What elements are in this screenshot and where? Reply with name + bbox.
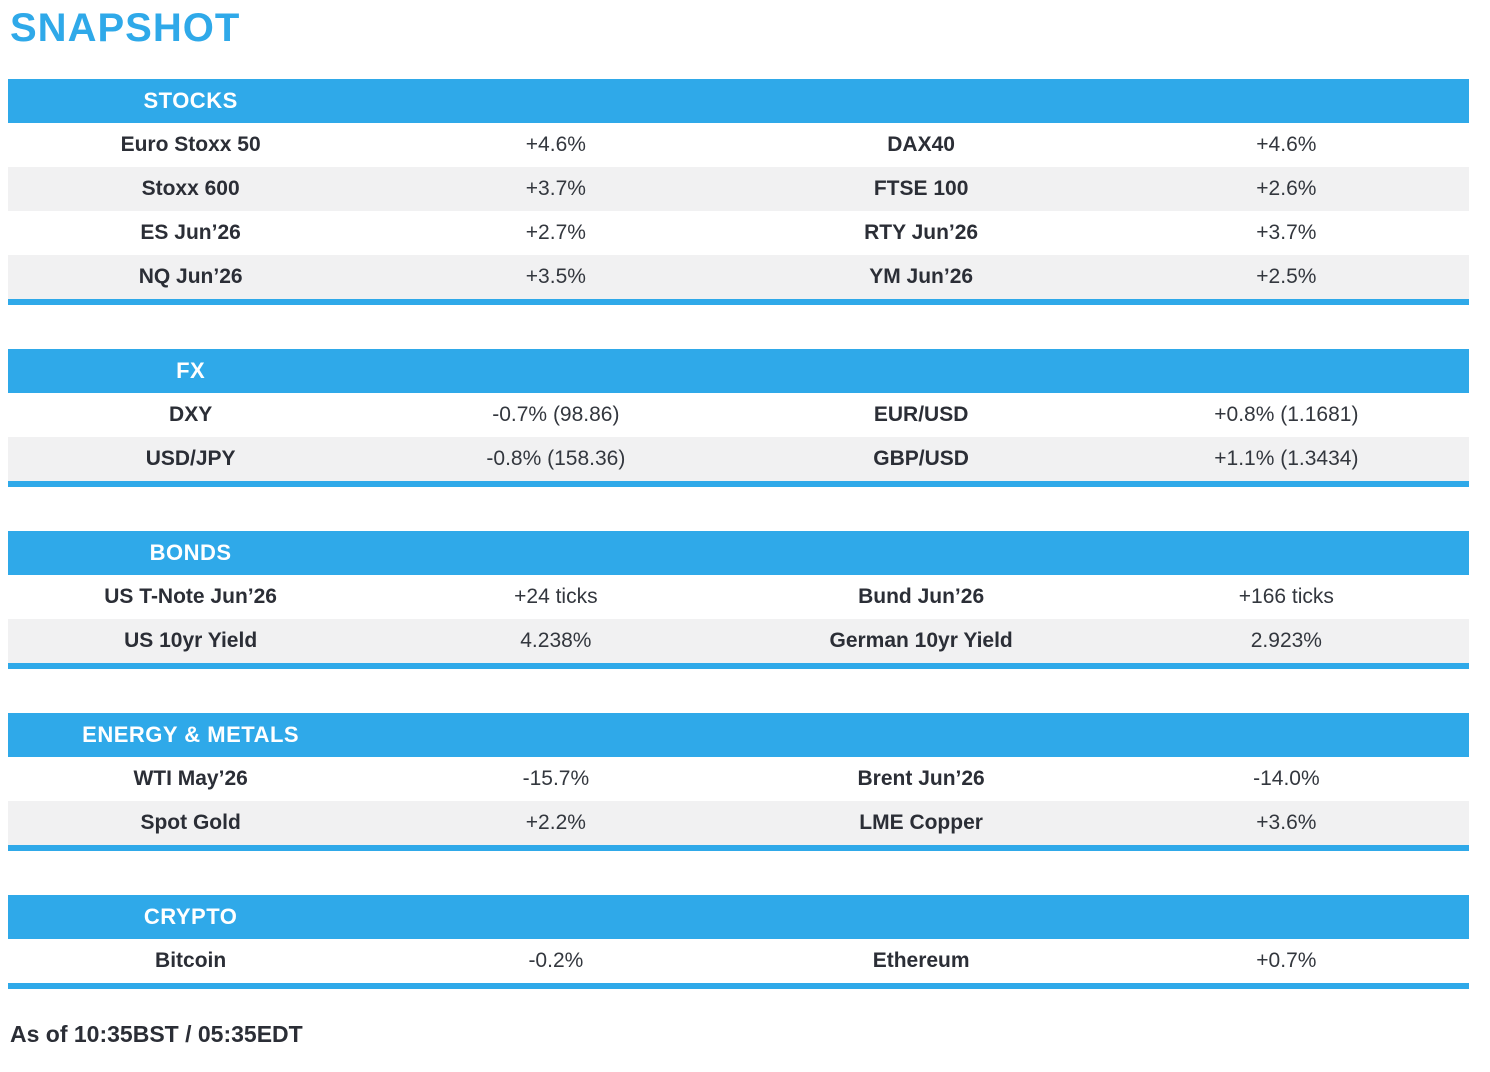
section-header-bar: ENERGY & METALS xyxy=(8,713,1469,757)
page-title: SNAPSHOT xyxy=(10,6,241,50)
instrument-label: DAX40 xyxy=(887,133,955,156)
section-header-bar: FX xyxy=(8,349,1469,393)
instrument-value: +2.6% xyxy=(1256,177,1317,200)
section-title: CRYPTO xyxy=(143,904,238,929)
section-title: FX xyxy=(176,358,206,383)
table-row: Stoxx 600 +3.7% FTSE 100 +2.6% xyxy=(8,167,1469,211)
instrument-label: YM Jun’26 xyxy=(869,265,974,288)
section-title: BONDS xyxy=(149,540,232,565)
instrument-label: FTSE 100 xyxy=(873,177,969,200)
instrument-value: -15.7% xyxy=(522,767,590,790)
instrument-value: +2.7% xyxy=(525,221,586,244)
instrument-label: LME Copper xyxy=(859,811,983,834)
instrument-value: +2.5% xyxy=(1256,265,1317,288)
table-row: DXY -0.7% (98.86) EUR/USD +0.8% (1.1681) xyxy=(8,393,1469,437)
instrument-value: -0.7% (98.86) xyxy=(492,403,620,426)
instrument-label: USD/JPY xyxy=(145,447,236,470)
instrument-value: 4.238% xyxy=(520,629,592,652)
section-header-bar: STOCKS xyxy=(8,79,1469,123)
table-row: US 10yr Yield 4.238% German 10yr Yield 2.92… xyxy=(8,619,1469,663)
instrument-label: Bund Jun’26 xyxy=(858,585,985,608)
instrument-value: -0.8% (158.36) xyxy=(486,447,626,470)
instrument-label: Ethereum xyxy=(872,949,970,972)
instrument-value: -0.2% xyxy=(528,949,584,972)
instrument-label: Brent Jun’26 xyxy=(857,767,985,790)
instrument-value: -14.0% xyxy=(1253,767,1320,790)
instrument-label: US 10yr Yield xyxy=(124,629,258,652)
instrument-label: Euro Stoxx 50 xyxy=(120,133,261,156)
instrument-label: Spot Gold xyxy=(140,811,241,834)
table-row: Euro Stoxx 50 +4.6% DAX40 +4.6% xyxy=(8,123,1469,167)
instrument-value: +3.5% xyxy=(525,265,586,288)
table-row: USD/JPY -0.8% (158.36) GBP/USD +1.1% (1.343… xyxy=(8,437,1469,481)
table-row: Spot Gold +2.2% LME Copper +3.6% xyxy=(8,801,1469,845)
instrument-value: +0.7% xyxy=(1256,949,1317,972)
section-bonds: BONDS US T-Note Jun’26 +24 ticks Bund Jun’2… xyxy=(8,531,1469,669)
table-row: US T-Note Jun’26 +24 ticks Bund Jun’26 +166… xyxy=(8,575,1469,619)
instrument-value: +3.6% xyxy=(1256,811,1317,834)
instrument-label: EUR/USD xyxy=(873,403,969,426)
instrument-value: +3.7% xyxy=(1256,221,1317,244)
instrument-label: RTY Jun’26 xyxy=(864,221,979,244)
instrument-label: WTI May’26 xyxy=(133,767,248,790)
section-energy-metals: ENERGY & METALS WTI May’26 -15.7% Brent Jun… xyxy=(8,713,1469,851)
section-crypto: CRYPTO Bitcoin -0.2% Ethereum +0.7% xyxy=(8,895,1469,989)
instrument-label: DXY xyxy=(169,403,213,426)
section-header-bar: BONDS xyxy=(8,531,1469,575)
table-row: WTI May’26 -15.7% Brent Jun’26 -14.0% xyxy=(8,757,1469,801)
table-row: Bitcoin -0.2% Ethereum +0.7% xyxy=(8,939,1469,983)
instrument-value: +3.7% xyxy=(525,177,586,200)
instrument-value: +4.6% xyxy=(525,133,586,156)
instrument-value: +4.6% xyxy=(1256,133,1317,156)
table-row: ES Jun’26 +2.7% RTY Jun’26 +3.7% xyxy=(8,211,1469,255)
timestamp-text: As of 10:35BST / 05:35EDT xyxy=(10,1021,303,1047)
section-stocks: STOCKS Euro Stoxx 50 +4.6% DAX40 +4.6% Stoxx … xyxy=(8,79,1469,305)
section-header-bar: CRYPTO xyxy=(8,895,1469,939)
instrument-value: +24 ticks xyxy=(514,585,598,608)
instrument-label: Stoxx 600 xyxy=(141,177,240,200)
instrument-label: German 10yr Yield xyxy=(829,629,1013,652)
instrument-label: US T-Note Jun’26 xyxy=(104,585,277,608)
section-fx: FX DXY -0.7% (98.86) EUR/USD +0.8% (1.1681) U… xyxy=(8,349,1469,487)
section-title: STOCKS xyxy=(143,88,238,113)
instrument-label: GBP/USD xyxy=(873,447,969,470)
instrument-value: +2.2% xyxy=(525,811,586,834)
instrument-value: +1.1% (1.3434) xyxy=(1214,447,1359,470)
section-title: ENERGY & METALS xyxy=(82,722,300,747)
page-footer: As of 10:35BST / 05:35EDT xyxy=(0,1021,1490,1048)
instrument-value: +0.8% (1.1681) xyxy=(1214,403,1359,426)
table-row: NQ Jun’26 +3.5% YM Jun’26 +2.5% xyxy=(8,255,1469,299)
instrument-label: ES Jun’26 xyxy=(140,221,241,244)
snapshot-tables: STOCKS Euro Stoxx 50 +4.6% DAX40 +4.6% Stoxx … xyxy=(8,79,1469,989)
instrument-label: NQ Jun’26 xyxy=(138,265,243,288)
instrument-value: 2.923% xyxy=(1250,629,1322,652)
instrument-value: +166 ticks xyxy=(1238,585,1334,608)
instrument-label: Bitcoin xyxy=(155,949,227,972)
